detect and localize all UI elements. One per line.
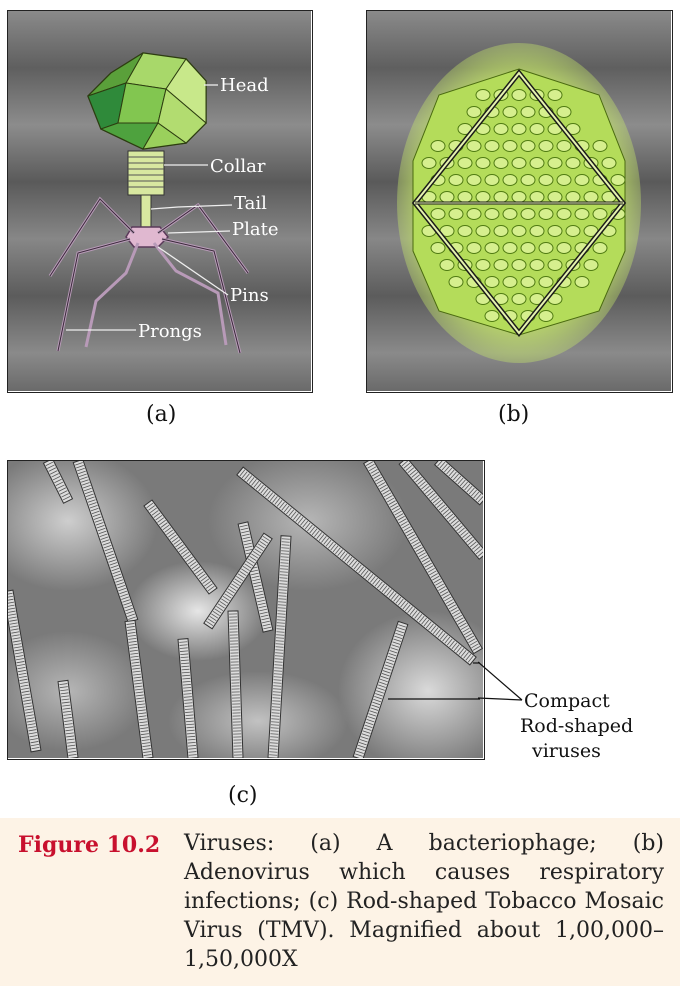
- phage-tail: [140, 194, 152, 228]
- tmv-panel: [7, 460, 485, 760]
- label-head: Head: [220, 75, 269, 96]
- label-pins: Pins: [230, 285, 269, 306]
- phage-head: [87, 52, 207, 150]
- sublabel-c: (c): [228, 783, 258, 808]
- sublabel-b: (b): [498, 402, 530, 427]
- label-collar: Collar: [210, 156, 266, 177]
- phage-collar: [127, 150, 165, 196]
- callout-line-2: Rod-shaped: [520, 715, 633, 737]
- rod-callout: Compact Rod-shaped viruses: [478, 661, 633, 762]
- sublabel-a: (a): [146, 402, 177, 427]
- callout-line-1: Compact: [524, 690, 610, 712]
- callout-line-3: viruses: [531, 740, 601, 762]
- label-tail: Tail: [234, 193, 267, 214]
- label-plate: Plate: [232, 219, 279, 240]
- adenovirus-panel: [366, 10, 673, 393]
- adenovirus-illustration: [367, 11, 671, 391]
- figure-caption: Viruses: (a) A bacteriophage; (b) Adenov…: [184, 831, 664, 972]
- caption-box: [0, 818, 680, 986]
- bacteriophage-illustration: Head Collar Tail Plate Pins Prongs: [8, 11, 311, 391]
- bacteriophage-panel: Head Collar Tail Plate Pins Prongs: [7, 10, 313, 393]
- label-prongs: Prongs: [138, 321, 202, 342]
- figure-number: Figure 10.2: [18, 832, 161, 858]
- tmv-illustration: [8, 461, 483, 758]
